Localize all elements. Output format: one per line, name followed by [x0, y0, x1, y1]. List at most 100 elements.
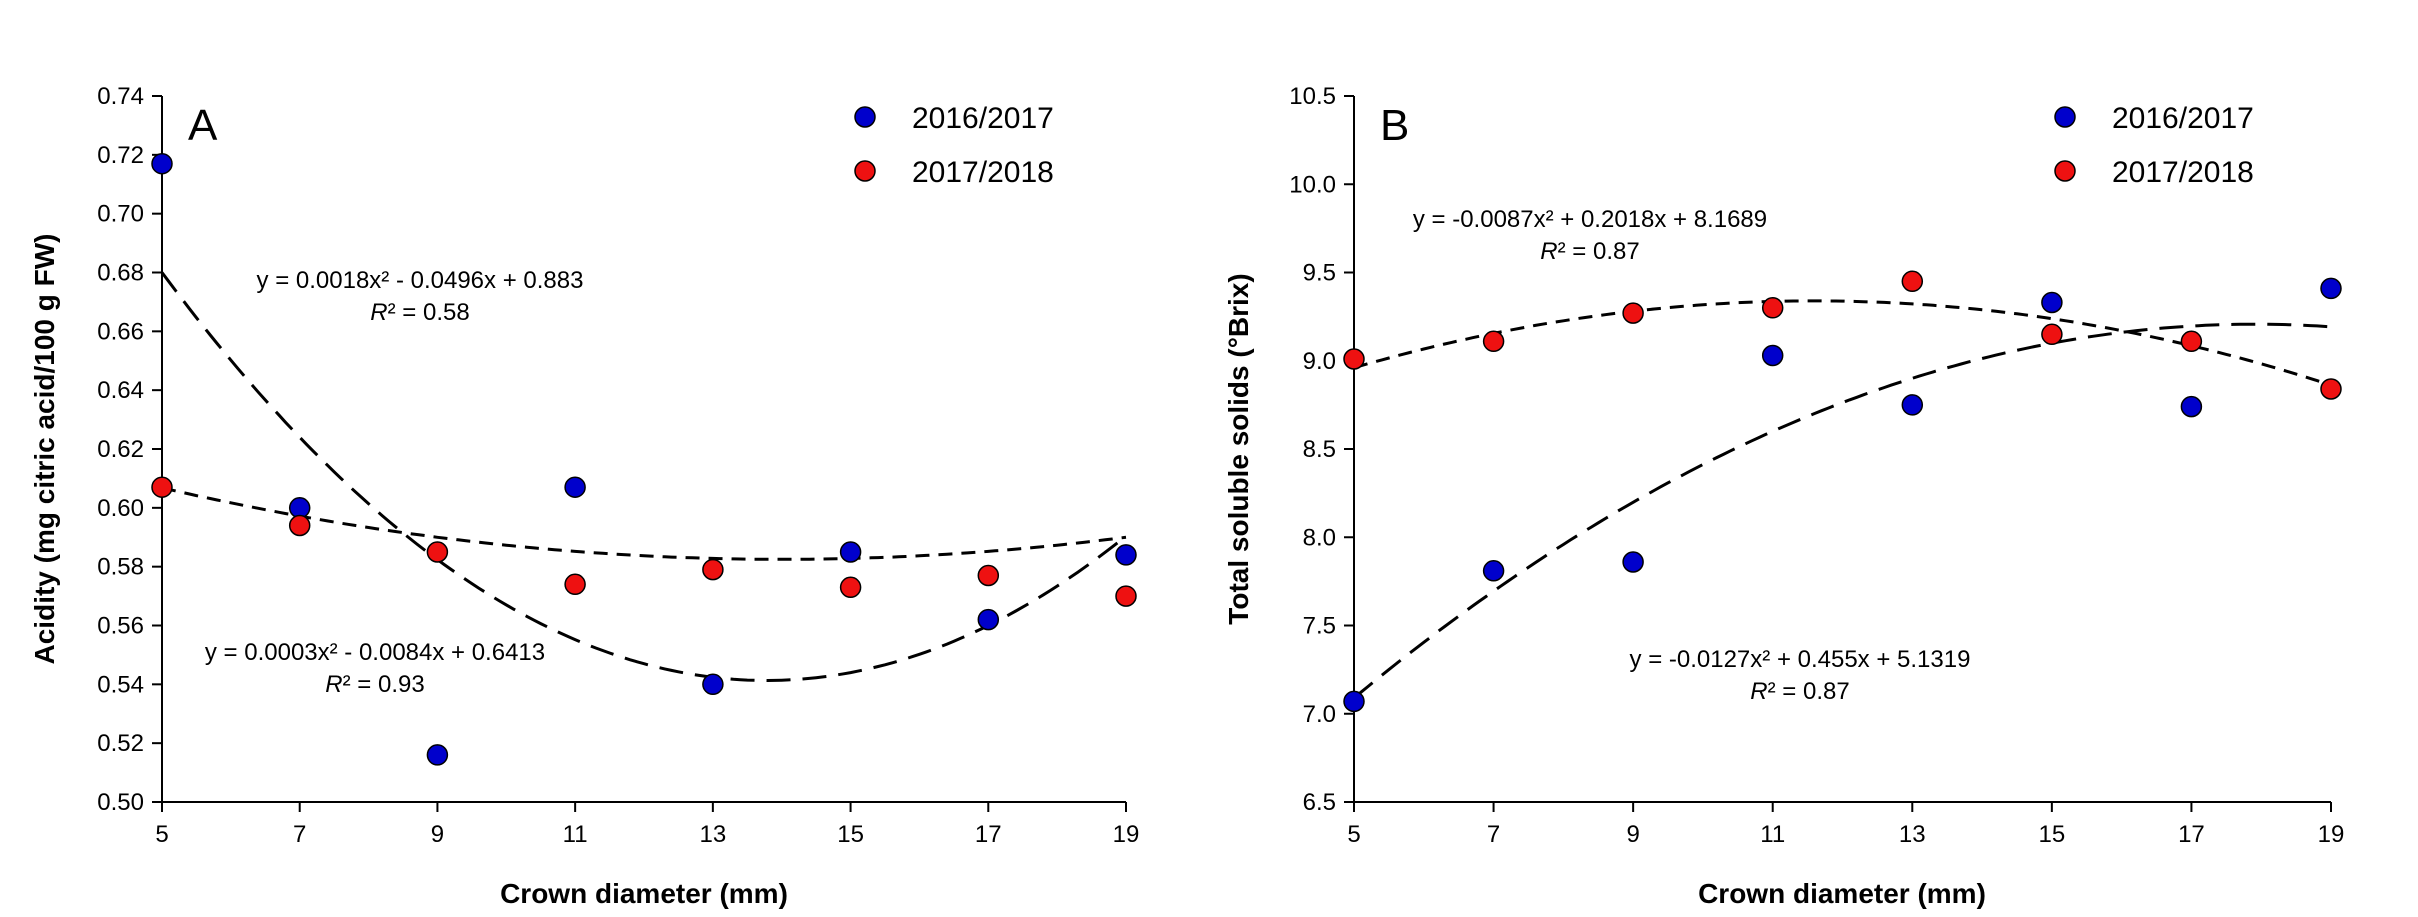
panel-a-y-tick-label: 0.74 [97, 83, 144, 110]
panel-a-axes [161, 96, 1126, 803]
panel-a-point-2016 [1115, 544, 1137, 566]
panel-b-y-tick-label: 7.5 [1303, 613, 1336, 640]
panel-b-point-2017 [1343, 348, 1365, 370]
panel-b-points [1343, 270, 2342, 713]
panel-a-point-2017 [564, 573, 586, 596]
panel-a-point-2016 [977, 608, 1000, 631]
panel-b-equations: y = -0.0087x² + 0.2018x + 8.1689 R² = 0.… [1413, 206, 1971, 705]
panel-a-point-2017 [977, 564, 1000, 587]
panel-a-y-axis-title: Acidity (mg citric acid/100 g FW) [29, 234, 60, 665]
panel-a-fit-curve-2017 [161, 486, 1127, 561]
panel-b-x-tick-label: 15 [2039, 821, 2066, 848]
panel-a-point-2016 [426, 744, 449, 766]
panel-b-fit-curve-2017 [1353, 299, 2332, 387]
panel-b-legend-marker-2016 [2054, 106, 2076, 128]
panel-a-equation-2016: y = 0.0018x² - 0.0496x + 0.883 [257, 267, 584, 294]
panel-b-point-2016 [1482, 560, 1505, 582]
panel-b-legend: 2016/2017 2017/2018 [2054, 102, 2254, 189]
panel-b-equation-2017: y = -0.0087x² + 0.2018x + 8.1689 [1413, 206, 1767, 233]
panel-b-label: B [1380, 101, 1409, 150]
panel-a-legend-label-2016: 2016/2017 [912, 102, 1054, 135]
panel-a-y-tick-label: 0.66 [97, 318, 144, 345]
panel-b-point-2017 [1482, 330, 1505, 353]
panel-a-x-tick-label: 11 [563, 821, 588, 848]
panel-a-point-2016 [151, 152, 173, 175]
panel-a-y-ticks: 0.50 0.52 0.54 0.56 0.58 0.60 0.62 0.64 0.66 0.68… [97, 83, 162, 816]
panel-a-y-tick-label: 0.56 [97, 613, 144, 640]
panel-b-point-2016 [2041, 291, 2063, 314]
panel-a-x-tick-label: 17 [975, 821, 1002, 848]
panel-a-y-tick-label: 0.70 [97, 201, 144, 228]
panel-a-legend: 2016/2017 2017/2018 [854, 102, 1054, 189]
panel-a-x-tick-label: 5 [155, 821, 168, 848]
panel-a-x-tick-label: 7 [293, 821, 306, 848]
panel-a-point-2017 [702, 558, 724, 581]
panel-b-x-tick-label: 11 [1760, 821, 1785, 848]
panel-a-point-2017 [426, 541, 449, 563]
panel-a-x-tick-label: 15 [837, 821, 864, 848]
panel-b-r2-2016: R² = 0.87 [1750, 678, 1849, 705]
panel-b-x-tick-label: 13 [1899, 821, 1926, 848]
panel-a-x-ticks: 5 7 9 11 13 15 17 19 [155, 802, 1139, 848]
panel-b-point-2016 [1761, 344, 1784, 367]
panel-b-fit-lines [1353, 299, 2332, 700]
panel-b-point-2016 [1622, 551, 1644, 573]
panel-a-y-tick-label: 0.68 [97, 260, 144, 287]
panel-b-x-axis-title: Crown diameter (mm) [1698, 878, 1986, 909]
panel-a-y-tick-label: 0.54 [97, 671, 144, 698]
panel-a-point-2016 [702, 673, 724, 696]
panel-a-y-tick-label: 0.52 [97, 730, 144, 757]
panel-a-r2-2016: R² = 0.58 [370, 299, 469, 326]
panel-b-legend-label-2017: 2017/2018 [2112, 156, 2254, 189]
panel-a-label: A [188, 101, 218, 150]
panel-a-point-2016 [564, 476, 586, 498]
panel-b-legend-marker-2017 [2054, 160, 2076, 182]
panel-a-x-axis-title: Crown diameter (mm) [500, 878, 788, 909]
panel-b-y-tick-label: 7.0 [1303, 701, 1336, 728]
panel-b-r2-2017: R² = 0.87 [1540, 238, 1639, 265]
panel-a: 5 7 9 11 13 15 17 19 0.500.520.540.560.580.600.… [29, 83, 1139, 909]
panel-b-x-tick-label: 9 [1626, 821, 1639, 848]
panel-a-y-tick-label: 0.50 [97, 789, 144, 816]
panel-b-point-2017 [2041, 323, 2063, 346]
panel-b-y-tick-label: 9.0 [1303, 348, 1336, 375]
panel-a-y-tick-label: 0.60 [97, 495, 144, 522]
panel-a-fit-lines [160, 271, 1127, 683]
panel-b-x-tick-label: 17 [2178, 821, 2205, 848]
panel-b-point-2017 [2320, 378, 2342, 400]
panel-a-legend-label-2017: 2017/2018 [912, 156, 1054, 189]
panel-a-x-tick-label: 13 [700, 821, 727, 848]
panel-a-point-2017 [151, 476, 173, 498]
panel-b-y-tick-label: 9.5 [1303, 260, 1336, 287]
panel-a-legend-marker-2017 [854, 160, 876, 182]
panel-b-x-tick-label: 7 [1487, 821, 1500, 848]
panel-b-x-ticks: 5 7 9 11 13 15 17 19 [1347, 802, 2344, 848]
panel-a-y-tick-label: 0.72 [97, 142, 144, 169]
panel-a-y-tick-label: 0.58 [97, 554, 144, 581]
panel-a-r2-2017: R² = 0.93 [325, 671, 424, 698]
panel-a-points [151, 152, 1137, 766]
panel-b-y-ticks: 6.5 7.0 7.5 8.0 8.5 9.0 9.5 10.0 10.5 [1289, 83, 1354, 816]
panel-b-y-tick-label: 8.5 [1303, 436, 1336, 463]
panel-b-y-tick-label: 6.5 [1303, 789, 1336, 816]
panel-a-equation-2017: y = 0.0003x² - 0.0084x + 0.6413 [205, 639, 545, 666]
panel-b-point-2016 [2180, 395, 2203, 418]
panel-b-point-2017 [1622, 302, 1644, 324]
panel-b-equation-2016: y = -0.0127x² + 0.455x + 5.1319 [1630, 646, 1971, 673]
panel-a-legend-marker-2016 [854, 106, 876, 128]
panel-b-y-tick-label: 10.0 [1289, 171, 1336, 198]
panel-b-y-axis-title: Total soluble solids (°Brix) [1223, 273, 1254, 624]
panel-b-point-2017 [1901, 270, 1924, 293]
panel-a-point-2016 [839, 541, 862, 563]
panel-b-point-2017 [2180, 330, 2203, 353]
panel-b-fit-curve-2016 [1353, 322, 2332, 700]
panel-b-x-tick-label: 19 [2318, 821, 2345, 848]
panel-a-equations: y = 0.0018x² - 0.0496x + 0.883 R² = 0.58… [205, 267, 584, 698]
panel-b-point-2016 [1343, 690, 1365, 713]
panel-a-point-2017 [839, 576, 862, 599]
panel-a-fit-curve-2016 [160, 271, 1127, 683]
panel-b-y-tick-label: 10.5 [1289, 83, 1336, 110]
panel-b-x-tick-label: 5 [1347, 821, 1360, 848]
panel-b-legend-label-2016: 2016/2017 [2112, 102, 2254, 135]
